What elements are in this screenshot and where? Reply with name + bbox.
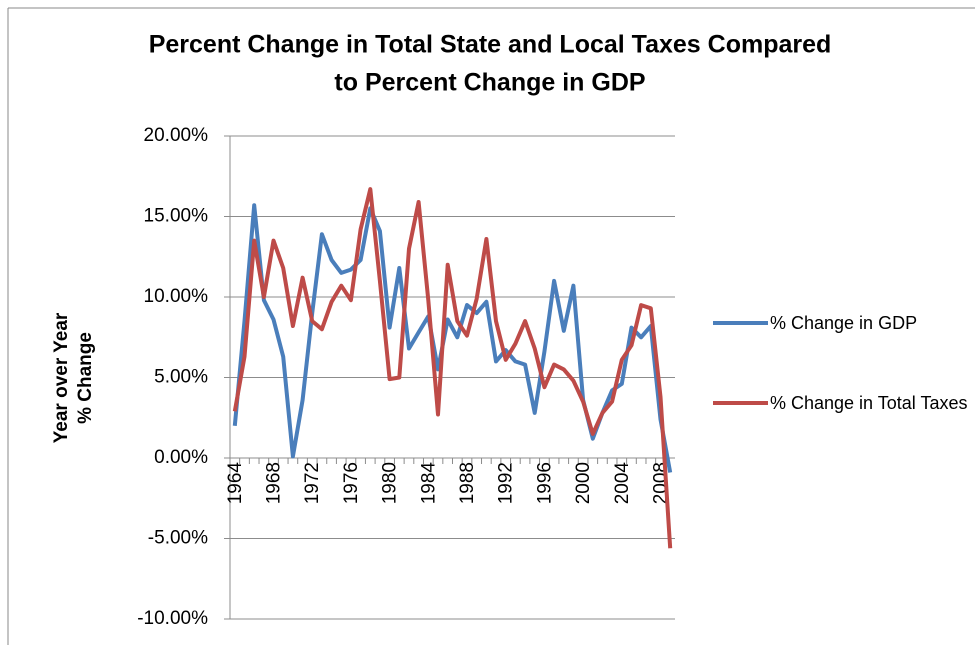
x-tick-label: 1988 xyxy=(457,462,478,504)
x-tick-label-group: 1992 xyxy=(496,462,517,504)
y-tick-label: 10.00% xyxy=(144,286,209,307)
y-axis-label-line: Year over Year xyxy=(51,312,72,443)
x-tick-label-group: 1968 xyxy=(264,462,285,504)
x-tick-label: 1972 xyxy=(302,462,323,504)
x-tick-label: 1992 xyxy=(496,462,517,504)
y-tick-label: 15.00% xyxy=(144,206,209,227)
x-tick-label: 1996 xyxy=(534,462,555,504)
y-tick-label: 5.00% xyxy=(154,367,208,388)
y-tick-label: 0.00% xyxy=(154,447,208,468)
x-tick-label: 1976 xyxy=(341,462,362,504)
x-tick-label-group: 1972 xyxy=(302,462,323,504)
x-tick-label: 1968 xyxy=(264,462,285,504)
y-axis-label-line: % Change xyxy=(75,332,96,424)
x-tick-label: 2000 xyxy=(573,462,594,504)
y-tick-label: 20.00% xyxy=(144,125,209,146)
x-tick-label-group: 1996 xyxy=(534,462,555,504)
x-tick-label: 2004 xyxy=(612,462,633,505)
chart-title: to Percent Change in GDP xyxy=(334,69,645,97)
legend-label: % Change in GDP xyxy=(770,313,918,333)
legend-label: % Change in Total Taxes xyxy=(770,393,968,413)
x-tick-label: 1980 xyxy=(380,462,401,504)
x-tick-label-group: 1980 xyxy=(380,462,401,504)
x-tick-label: 1984 xyxy=(418,462,439,505)
series-line xyxy=(232,203,673,473)
x-tick-label-group: 1976 xyxy=(341,462,362,504)
x-tick-label-group: 2000 xyxy=(573,462,594,504)
x-tick-label-group: 1988 xyxy=(457,462,478,504)
y-axis-label: Year over Year % Change xyxy=(51,312,96,443)
chart-title: Percent Change in Total State and Local … xyxy=(149,31,832,59)
y-tick-label: -10.00% xyxy=(137,608,208,629)
x-tick-label-group: 2004 xyxy=(612,462,633,505)
series-line xyxy=(232,187,673,549)
x-tick-label: 1964 xyxy=(225,462,246,505)
x-tick-label-group: 1964 xyxy=(225,462,246,505)
y-tick-label: -5.00% xyxy=(148,528,208,549)
x-tick-label-group: 1984 xyxy=(418,462,439,505)
